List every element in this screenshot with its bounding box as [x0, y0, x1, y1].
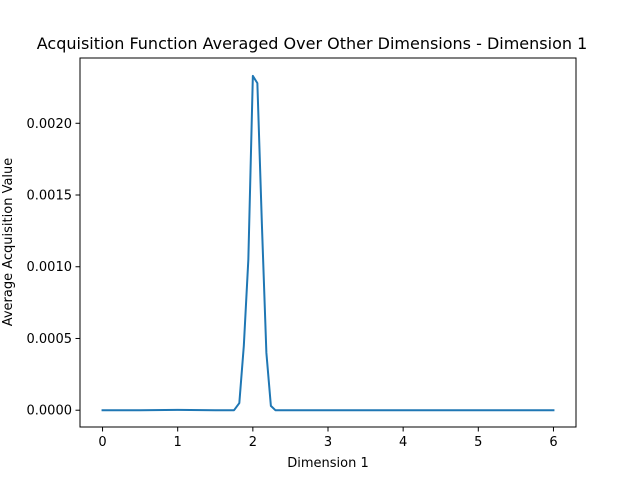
- plot-area: [101, 74, 555, 412]
- y-tick-label: 0.0010: [27, 260, 73, 275]
- y-axis-label: Average Acquisition Value: [1, 158, 16, 327]
- y-tick-label: 0.0015: [27, 189, 73, 204]
- x-tick-label: 3: [324, 435, 332, 450]
- y-tick-label: 0.0020: [27, 117, 73, 132]
- y-axis: 0.0000 0.0005 0.0010 0.0015 0.0020: [27, 117, 80, 419]
- x-tick-label: 5: [474, 435, 482, 450]
- y-tick-label: 0.0005: [27, 332, 73, 347]
- x-tick-label: 1: [174, 435, 182, 450]
- series-line: [101, 74, 555, 412]
- x-tick-label: 6: [549, 435, 557, 450]
- x-tick-label: 2: [249, 435, 257, 450]
- x-axis: 0 1 2 3 4 5 6: [98, 427, 558, 450]
- x-tick-label: 0: [98, 435, 106, 450]
- y-tick-label: 0.0000: [27, 404, 73, 419]
- chart-title: Acquisition Function Averaged Over Other…: [37, 34, 588, 53]
- x-axis-label: Dimension 1: [287, 456, 369, 471]
- x-tick-label: 4: [399, 435, 407, 450]
